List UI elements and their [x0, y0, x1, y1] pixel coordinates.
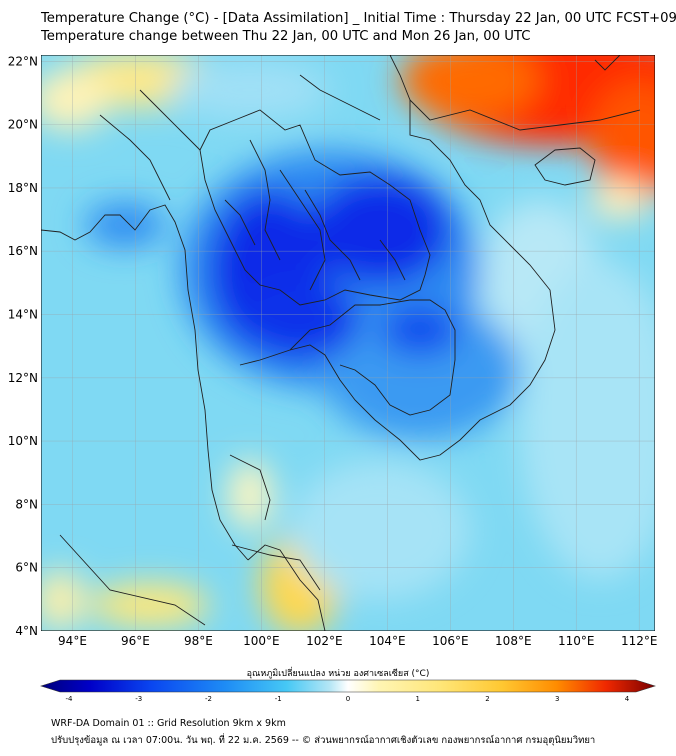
colorbar-tick-label: -4	[66, 695, 74, 703]
longitude-labels: 94°E 96°E 98°E 100°E 102°E 104°E 106°E 108°E 110…	[58, 634, 657, 648]
lon-tick-label: 112°E	[621, 634, 658, 648]
colorbar: -4 -3 -2 -1 0 1 2 3 4	[40, 679, 656, 703]
lat-tick-label: 18°N	[8, 181, 38, 195]
lat-tick-label: 22°N	[8, 54, 38, 68]
lon-tick-label: 96°E	[121, 634, 150, 648]
map-subtitle: Temperature change between Thu 22 Jan, 0…	[41, 29, 531, 44]
colorbar-tick-label: 1	[416, 695, 420, 703]
lon-tick-label: 104°E	[369, 634, 406, 648]
colorbar-tick-label: 2	[485, 695, 489, 703]
lat-tick-label: 8°N	[15, 497, 38, 511]
footer-model-info: WRF-DA Domain 01 :: Grid Resolution 9km …	[51, 718, 286, 729]
lat-tick-label: 4°N	[15, 624, 38, 638]
lon-tick-label: 108°E	[495, 634, 532, 648]
lat-tick-label: 10°N	[8, 434, 38, 448]
temperature-field	[41, 55, 655, 631]
lon-tick-label: 110°E	[558, 634, 595, 648]
colorbar-label: อุณหภูมิเปลี่ยนแปลง หน่วย องศาเซลเซียส (…	[246, 669, 430, 679]
lon-tick-label: 100°E	[243, 634, 280, 648]
colorbar-tick-label: 0	[346, 695, 350, 703]
colorbar-tick-label: -1	[275, 695, 282, 703]
lon-tick-label: 98°E	[184, 634, 213, 648]
colorbar-tick-label: 4	[625, 695, 630, 703]
footer-credits: ปรับปรุงข้อมูล ณ เวลา 07:00น. วัน พฤ. ที…	[51, 735, 596, 746]
map-boundaries	[41, 55, 641, 631]
lat-tick-label: 20°N	[8, 118, 38, 132]
latitude-labels: 22°N 20°N 18°N 16°N 14°N 12°N 10°N 8°N 6°N 4°N	[8, 54, 38, 638]
lat-tick-label: 6°N	[15, 561, 38, 575]
lat-tick-label: 12°N	[8, 371, 38, 385]
colorbar-tick-label: -3	[135, 695, 142, 703]
lat-tick-label: 16°N	[8, 244, 38, 258]
map-gridlines	[41, 55, 655, 631]
colorbar-tick-label: 3	[555, 695, 559, 703]
lon-tick-label: 102°E	[306, 634, 343, 648]
lon-tick-label: 94°E	[58, 634, 87, 648]
lon-tick-label: 106°E	[432, 634, 469, 648]
colorbar-tick-label: -2	[205, 695, 212, 703]
map-title: Temperature Change (°C) - [Data Assimila…	[41, 11, 676, 26]
lat-tick-label: 14°N	[8, 308, 38, 322]
